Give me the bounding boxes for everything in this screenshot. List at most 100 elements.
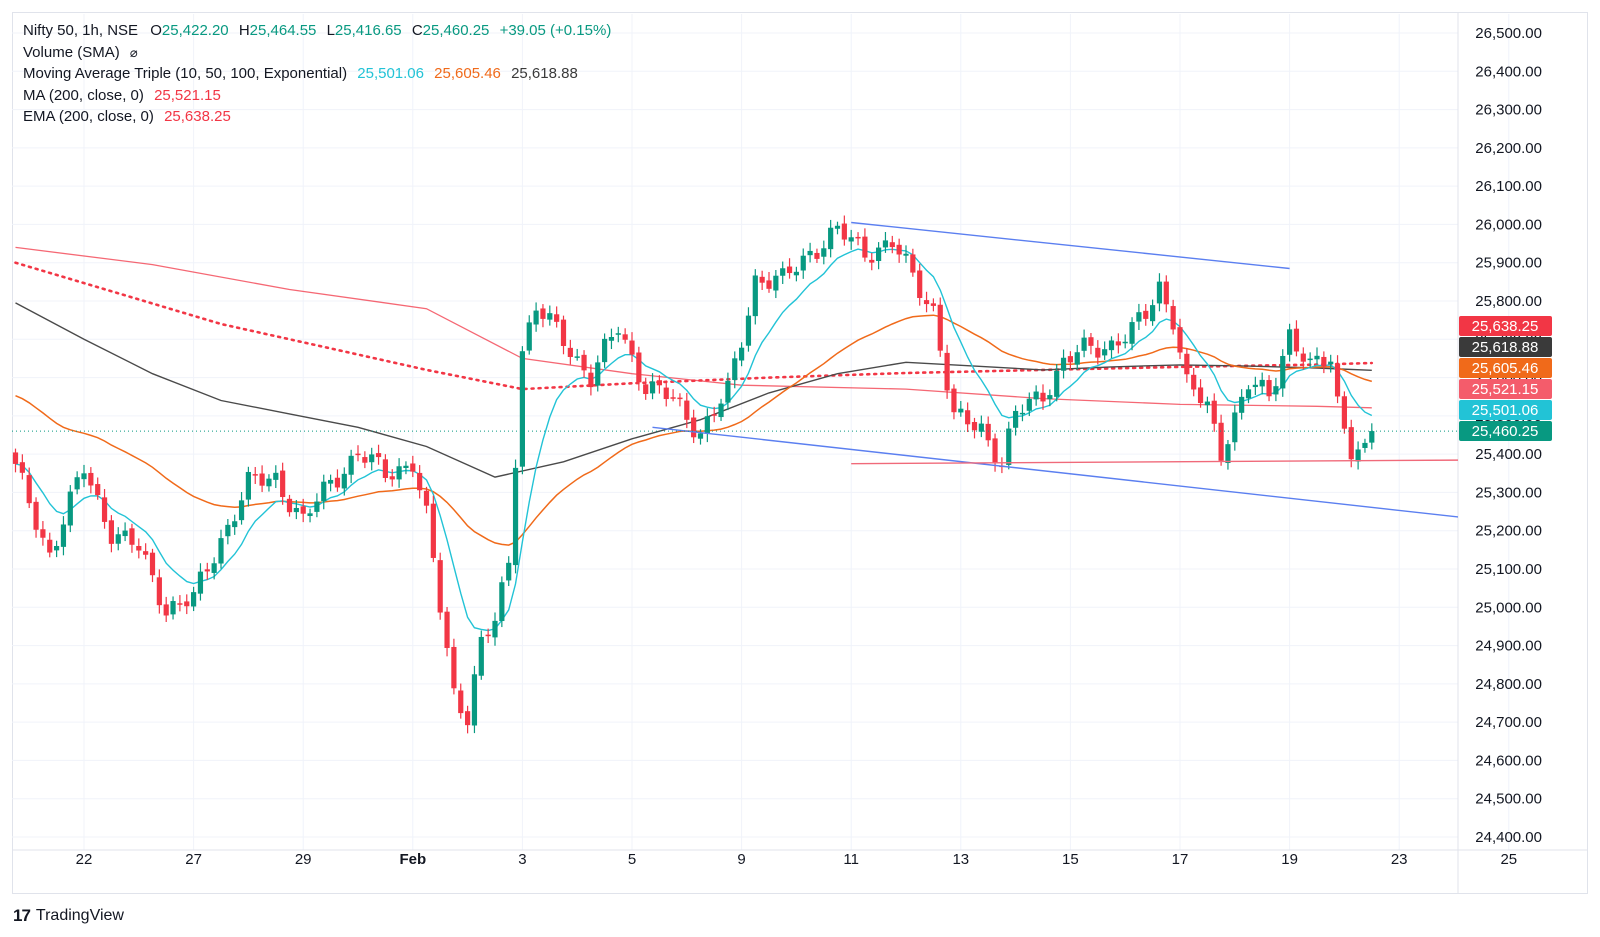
candle-body — [108, 520, 114, 544]
candle-body — [691, 417, 697, 438]
ema200-dotted-line — [14, 261, 1374, 391]
candle-body — [204, 569, 210, 572]
candle-body — [615, 333, 621, 335]
candle-body — [444, 611, 450, 648]
hidden-eye-icon[interactable]: ⌀ — [129, 44, 138, 60]
legend-mat[interactable]: Moving Average Triple (10, 50, 100, Expo… — [23, 65, 348, 82]
candle-body — [807, 250, 813, 256]
candle-body — [1026, 398, 1032, 411]
time-tick-label: 27 — [185, 851, 202, 868]
candle-body — [602, 338, 608, 363]
candle-body — [485, 634, 491, 637]
price-tag-label: 25,501.06 — [1472, 402, 1539, 419]
candle-body — [355, 453, 361, 456]
candle-body — [519, 351, 525, 467]
candle-body — [499, 582, 505, 622]
candle-body — [951, 388, 957, 413]
candle-body — [1252, 384, 1258, 388]
candle-body — [574, 356, 580, 358]
candle-body — [869, 259, 875, 263]
price-tick-label: 24,900.00 — [1475, 638, 1542, 655]
tradingview-brand[interactable]: 17 TradingView — [13, 906, 124, 926]
candle-body — [12, 452, 19, 464]
candle-body — [54, 545, 60, 551]
candle-body — [547, 313, 553, 320]
price-tag-label: 25,521.15 — [1472, 381, 1539, 398]
candle-body — [1259, 379, 1265, 387]
plot-area — [12, 215, 1458, 734]
candle-body — [149, 552, 156, 576]
candle-body — [211, 563, 217, 573]
candle-body — [1197, 387, 1204, 404]
candle-body — [471, 674, 478, 726]
candle-body — [567, 347, 573, 357]
time-tick-label: 11 — [843, 851, 859, 868]
ema100-line — [15, 302, 1372, 478]
candle-body — [122, 530, 128, 537]
candle-body — [608, 337, 615, 341]
price-tick-label: 25,900.00 — [1475, 255, 1542, 272]
candle-body — [1266, 380, 1272, 397]
legend-ema[interactable]: EMA (200, close, 0) — [23, 108, 154, 125]
time-tick-label: 17 — [1172, 851, 1189, 868]
candle-body — [101, 497, 108, 522]
candle-body — [1369, 431, 1375, 443]
candle-body — [533, 310, 539, 325]
candle-body — [759, 276, 765, 283]
candle-body — [369, 454, 375, 463]
candle-body — [197, 571, 204, 594]
candle-body — [1341, 396, 1347, 429]
candle-body — [821, 248, 827, 257]
price-tag-bg — [1459, 421, 1552, 441]
candle-body — [793, 271, 799, 276]
candle-body — [862, 236, 868, 258]
candle-body — [88, 472, 94, 486]
candle-body — [273, 472, 279, 480]
legend-volume-row: Volume (SMA) ⌀ — [23, 42, 611, 64]
candle-body — [800, 255, 806, 271]
candle-body — [773, 275, 779, 291]
candle-body — [403, 465, 409, 468]
candle-body — [1293, 328, 1300, 352]
candle-body — [1287, 329, 1293, 355]
legend-mat-v1: 25,501.06 — [357, 65, 424, 82]
chart-frame[interactable] — [12, 12, 1588, 894]
candle-body — [1013, 410, 1019, 428]
candle-body — [1191, 374, 1197, 390]
price-tag-bg — [1459, 316, 1552, 336]
legend-ma[interactable]: MA (200, close, 0) — [23, 86, 144, 104]
time-tick-label: 22 — [76, 851, 93, 868]
candle-body — [362, 457, 368, 463]
legend-mat-v2: 25,605.46 — [434, 65, 501, 82]
candle-body — [526, 322, 532, 351]
candle-body — [1150, 305, 1156, 322]
candle-body — [1177, 327, 1183, 353]
candle-body — [1019, 412, 1026, 415]
candle-body — [1102, 349, 1108, 356]
time-tick-label: 29 — [295, 851, 312, 868]
candle-body — [1040, 392, 1046, 402]
candle-body — [259, 473, 265, 486]
price-tick-label: 26,000.00 — [1475, 216, 1542, 233]
candle-body — [1074, 352, 1080, 365]
candle-body — [848, 237, 854, 242]
legend-low-label: L — [326, 22, 335, 39]
price-chart[interactable]: 26,500.00 26,400.00 26,300.00 26,200.00 26,1… — [0, 0, 1600, 900]
candle-body — [465, 711, 471, 726]
legend-symbol[interactable]: Nifty 50, 1h, NSE — [23, 22, 139, 39]
price-tick-label: 25,800.00 — [1475, 293, 1542, 310]
candle-body — [423, 490, 430, 506]
candle-body — [129, 528, 135, 545]
candle-body — [944, 352, 950, 391]
candle-body — [375, 453, 382, 458]
candle-body — [1362, 442, 1368, 448]
candle-body — [341, 473, 347, 489]
legend-volume[interactable]: Volume (SMA) — [23, 43, 120, 61]
candle-body — [348, 455, 354, 475]
candle-body — [889, 242, 895, 248]
candle-body — [560, 319, 567, 346]
candle-body — [1300, 353, 1306, 362]
candle-body — [937, 304, 943, 351]
candle-body — [985, 423, 991, 441]
legend-mat-row: Moving Average Triple (10, 50, 100, Expo… — [23, 63, 611, 85]
